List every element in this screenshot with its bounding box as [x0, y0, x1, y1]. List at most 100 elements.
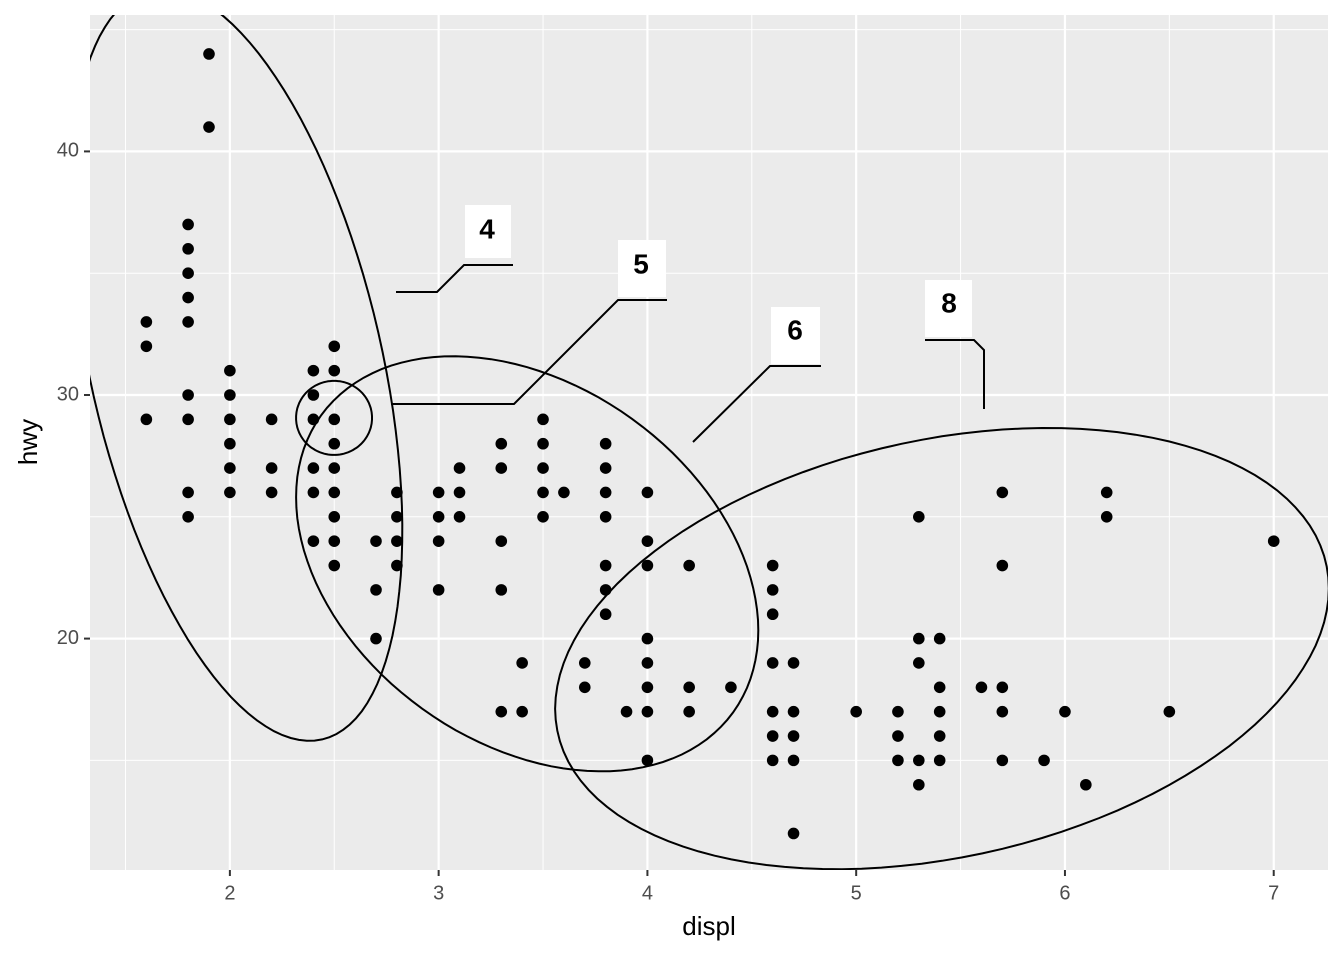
point	[620, 705, 633, 718]
point	[224, 413, 236, 426]
label-connector	[396, 264, 513, 293]
point	[599, 584, 612, 596]
point	[599, 486, 612, 499]
point	[140, 340, 153, 353]
point	[495, 584, 508, 596]
point	[537, 510, 549, 523]
group-label: 4	[479, 213, 495, 244]
point	[370, 584, 382, 596]
point	[203, 48, 215, 60]
point	[495, 462, 508, 474]
point	[182, 243, 194, 255]
point	[537, 437, 549, 450]
point	[913, 657, 925, 669]
point	[766, 730, 779, 742]
point	[516, 705, 528, 718]
point	[453, 462, 466, 474]
point	[224, 437, 236, 450]
point	[140, 413, 153, 426]
point	[328, 462, 341, 474]
y-tick-label: 30	[57, 383, 79, 405]
point	[203, 121, 215, 133]
point	[787, 657, 800, 669]
point	[787, 754, 800, 767]
group-ellipse	[90, 15, 404, 742]
point	[182, 291, 194, 304]
point	[370, 535, 382, 547]
ellipse-layer	[90, 15, 1328, 870]
point	[766, 608, 779, 621]
point	[495, 535, 508, 547]
point	[933, 705, 946, 718]
point	[766, 754, 779, 767]
point	[1100, 486, 1113, 499]
group-label: 6	[787, 314, 803, 345]
x-tick-label: 4	[642, 882, 653, 904]
point	[599, 608, 612, 621]
point	[996, 705, 1009, 718]
point	[516, 657, 528, 669]
point	[766, 559, 779, 572]
point	[307, 364, 320, 377]
point	[578, 681, 591, 694]
point	[391, 559, 403, 572]
point	[391, 510, 403, 523]
point	[683, 681, 695, 694]
point	[307, 535, 320, 547]
point	[140, 316, 153, 328]
point	[328, 510, 341, 523]
point	[850, 705, 862, 718]
label-connector	[391, 299, 667, 405]
point	[1100, 510, 1113, 523]
point	[328, 486, 341, 499]
point	[495, 705, 508, 718]
point	[933, 730, 946, 742]
point	[996, 559, 1009, 572]
point	[787, 705, 800, 718]
point	[307, 389, 320, 401]
point	[725, 681, 737, 694]
point	[578, 657, 591, 669]
point	[1163, 705, 1176, 718]
point	[892, 730, 904, 742]
point	[933, 754, 946, 767]
point	[641, 486, 654, 499]
point	[224, 486, 236, 499]
label-connector	[925, 339, 985, 409]
point	[328, 535, 341, 547]
point	[224, 389, 236, 401]
label-box	[465, 205, 511, 258]
label-connector	[692, 365, 821, 443]
point	[1038, 754, 1050, 767]
label-box	[618, 240, 666, 297]
group-ellipse	[295, 355, 760, 773]
point	[328, 559, 341, 572]
point	[370, 632, 382, 645]
point	[432, 584, 445, 596]
label-box	[925, 280, 972, 337]
point	[537, 462, 549, 474]
point	[599, 437, 612, 450]
point	[913, 510, 925, 523]
point	[913, 754, 925, 767]
point	[641, 632, 654, 645]
point	[787, 730, 800, 742]
point	[599, 462, 612, 474]
x-tick-label: 2	[224, 882, 235, 904]
point	[1059, 705, 1071, 718]
point	[328, 437, 341, 450]
point	[996, 754, 1009, 767]
x-tick-label: 5	[851, 882, 862, 904]
y-tick-label: 40	[57, 140, 79, 162]
group-ellipse	[295, 379, 373, 456]
point	[432, 535, 445, 547]
point	[182, 413, 194, 426]
x-axis-title: displ	[682, 911, 735, 941]
point	[391, 486, 403, 499]
point	[683, 559, 695, 572]
point	[599, 510, 612, 523]
point	[996, 486, 1009, 499]
point	[892, 705, 904, 718]
point	[432, 510, 445, 523]
group-label: 5	[633, 248, 649, 279]
